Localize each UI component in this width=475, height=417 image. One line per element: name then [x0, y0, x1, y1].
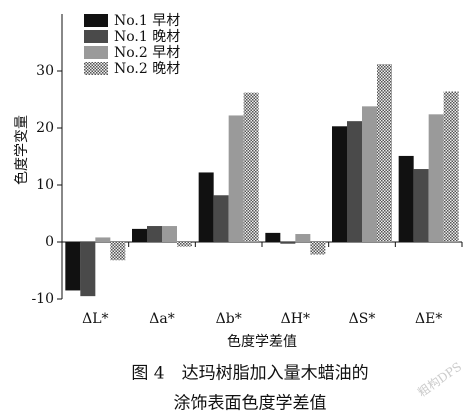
bar [110, 242, 126, 261]
bar [428, 114, 444, 242]
watermark: 粗构DPS [415, 359, 464, 400]
bar [377, 64, 392, 242]
bar [228, 115, 244, 242]
bar [147, 226, 162, 242]
bar [243, 92, 259, 242]
legend-label: No.1 早材 [114, 13, 180, 29]
x-tick-label: Δb* [216, 311, 242, 327]
x-axis-label: 色度学差值 [227, 333, 297, 350]
bar [213, 195, 229, 242]
bar [347, 121, 362, 242]
legend-swatch [84, 46, 108, 59]
y-tick-label: 0 [45, 234, 54, 250]
bar [332, 126, 347, 242]
x-tick-label: ΔE* [415, 311, 442, 327]
y-tick-label: -10 [31, 291, 54, 307]
caption: 图 4 达玛树脂加入量木蜡油的 [131, 364, 368, 384]
bar [132, 228, 147, 242]
legend-swatch [84, 14, 108, 27]
y-tick-label: 10 [36, 177, 54, 193]
bar [310, 242, 326, 255]
bar [95, 237, 111, 242]
caption: 涂饰表面色度学差值 [174, 394, 327, 414]
y-axis-label: 色度学变量 [13, 115, 30, 185]
y-tick-label: 30 [36, 63, 54, 79]
legend-swatch [84, 62, 108, 75]
bar [413, 169, 429, 242]
x-tick-label: ΔS* [349, 311, 376, 327]
bar [198, 172, 214, 242]
legend-label: No.2 早材 [114, 45, 180, 61]
bar [295, 234, 311, 242]
bar [398, 155, 414, 242]
x-tick-label: ΔH* [281, 311, 310, 327]
bar [65, 242, 81, 291]
bar [443, 91, 459, 243]
bar [362, 106, 377, 242]
x-tick-label: ΔL* [82, 311, 108, 327]
x-tick-label: Δa* [149, 311, 174, 327]
bar [162, 226, 177, 242]
y-tick-label: 20 [36, 120, 54, 136]
bar [80, 242, 96, 297]
legend-swatch [84, 30, 108, 43]
bar [280, 242, 296, 244]
legend-label: No.1 晚材 [114, 29, 180, 45]
legend-label: No.2 晚材 [114, 61, 180, 77]
bar [265, 232, 281, 242]
bar [177, 242, 192, 247]
